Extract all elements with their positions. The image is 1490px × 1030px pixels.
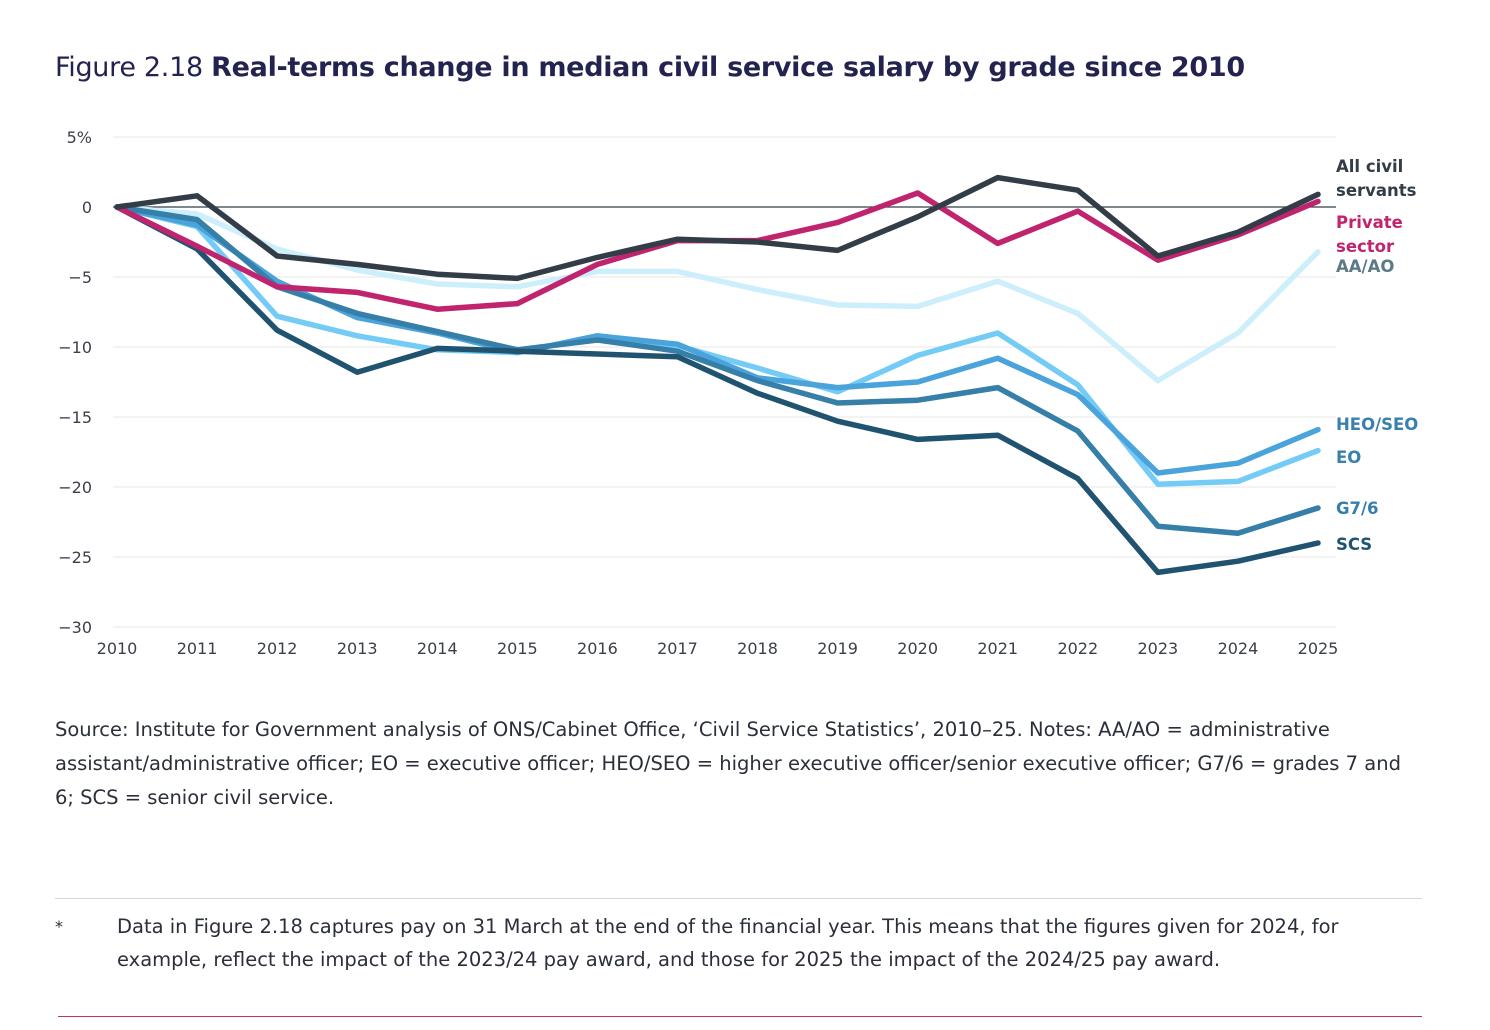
series-line-scs [114,204,1321,576]
figure-heading: Real-terms change in median civil servic… [211,52,1245,83]
x-tick-label: 2017 [657,639,698,658]
footnote-divider [55,898,1422,899]
gridlines [113,136,1336,628]
footnote-text: Data in Figure 2.18 captures pay on 31 M… [117,915,1339,971]
y-tick-label: −30 [58,618,92,637]
x-tick-label: 2013 [337,639,378,658]
y-tick-label: −25 [58,548,92,567]
x-tick-label: 2022 [1057,639,1098,658]
figure-title: Figure 2.18 Real-terms change in median … [55,52,1245,83]
footnote-marker: * [55,917,63,936]
x-tick-label: 2012 [257,639,298,658]
x-tick-label: 2025 [1298,639,1339,658]
figure-number: Figure 2.18 [55,52,203,83]
y-tick-label: 5% [67,128,92,147]
x-tick-label: 2021 [977,639,1018,658]
x-tick-label: 2010 [97,639,138,658]
series-label-scs: SCS [1336,535,1372,554]
y-tick-label: −5 [68,268,92,287]
x-axis-ticks: 2010 2011 2012 2013 2014 2015 2016 2017 2018 2019… [97,639,1339,658]
series-label-all-civil-servants: All civil servants [1336,157,1417,200]
series-label-aa-ao: AA/AO [1336,257,1394,276]
y-tick-label: 0 [82,198,92,217]
x-tick-label: 2018 [737,639,778,658]
y-axis-ticks: 5% 0 −5 −10 −15 −20 −25 −30 [58,128,92,637]
x-tick-label: 2024 [1218,639,1259,658]
bottom-rule [58,1016,1422,1017]
series-label-heo-seo: HEO/SEO [1336,415,1418,434]
y-tick-label: −20 [58,478,92,497]
x-tick-label: 2011 [177,639,218,658]
x-tick-label: 2019 [817,639,858,658]
x-tick-label: 2020 [897,639,938,658]
x-tick-label: 2015 [497,639,538,658]
series-label-eo: EO [1336,448,1361,467]
series-label-private-sector: Private sector [1336,213,1403,256]
y-tick-label: −10 [58,338,92,357]
y-tick-label: −15 [58,408,92,427]
series-labels: AA/AO EO HEO/SEO G7/6 SCS Private sector All ci… [1336,157,1418,554]
x-tick-label: 2023 [1138,639,1179,658]
series-line-all-civil-servants [114,174,1321,282]
source-note: Source: Institute for Government analysi… [55,718,1401,809]
x-tick-label: 2014 [417,639,458,658]
series-line-g7-6 [114,204,1321,536]
x-tick-label: 2016 [577,639,618,658]
series-lines [114,174,1321,576]
line-chart: 5%0−5−10−15−20−25−30 2010 2011 2012 2013 201… [58,128,1418,658]
series-label-g7-6: G7/6 [1336,499,1379,518]
